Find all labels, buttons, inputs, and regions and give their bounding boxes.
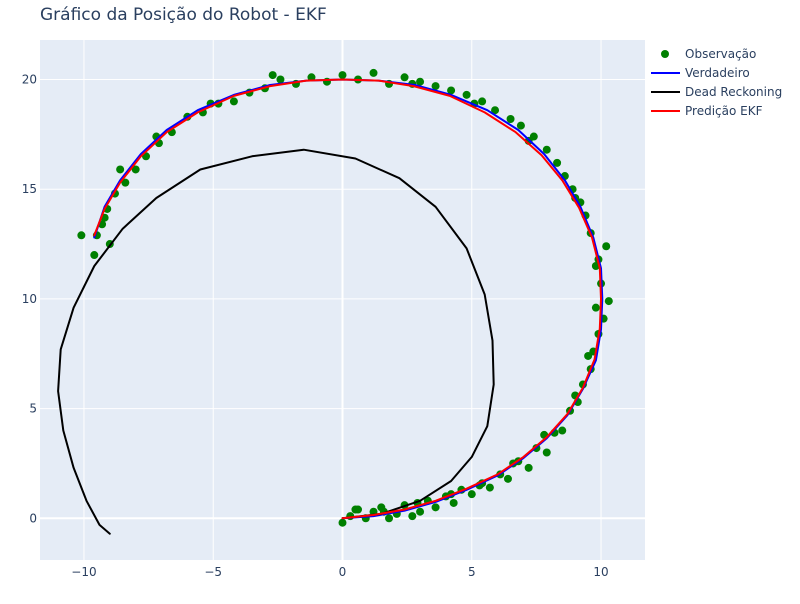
axis-ticks: −10 −5 0 5 10 0 5 10 15 20 — [22, 72, 609, 579]
legend[interactable]: Observação Verdadeiro Dead Reckoning Prediç… — [651, 47, 782, 118]
observation-point — [447, 86, 456, 95]
observation-point — [416, 507, 425, 516]
observation-point — [491, 106, 500, 115]
legend-label: Predição EKF — [685, 104, 763, 118]
series-line-predi-o-ekf — [93, 78, 602, 520]
observation-point — [116, 165, 125, 174]
observation-point — [268, 71, 277, 80]
observation-point — [307, 73, 316, 82]
observation-point — [449, 498, 458, 507]
observation-point — [516, 121, 525, 130]
y-tick-label: 5 — [29, 402, 37, 416]
observation-point — [558, 426, 567, 435]
observation-point — [408, 512, 417, 521]
y-tick-label: 15 — [22, 182, 37, 196]
observation-point — [467, 490, 476, 499]
legend-label: Verdadeiro — [685, 66, 750, 80]
observation-point — [524, 463, 533, 472]
x-tick-label: −5 — [204, 565, 222, 579]
observation-point — [416, 77, 425, 86]
observation-point — [90, 251, 99, 260]
observation-point — [485, 483, 494, 492]
observation-point — [584, 351, 593, 360]
x-tick-label: 5 — [468, 565, 476, 579]
legend-item[interactable]: Dead Reckoning — [651, 85, 782, 99]
observation-point — [338, 518, 347, 527]
observation-point — [478, 97, 487, 106]
legend-item[interactable]: Observação — [661, 47, 756, 61]
legend-label: Observação — [685, 47, 756, 61]
observation-point — [462, 90, 471, 99]
observation-point — [400, 73, 409, 82]
observation-point — [503, 474, 512, 483]
observation-point — [369, 68, 378, 77]
y-tick-label: 10 — [22, 292, 37, 306]
observation-point — [591, 303, 600, 312]
observation-point — [602, 242, 611, 251]
y-tick-label: 0 — [29, 511, 37, 525]
observation-point — [506, 114, 515, 123]
x-tick-label: −10 — [71, 565, 96, 579]
y-tick-label: 20 — [22, 72, 37, 86]
observation-point — [385, 514, 394, 523]
chart-title: Gráfico da Posição do Robot - EKF — [40, 5, 327, 25]
observation-point — [276, 75, 285, 84]
observation-point — [229, 97, 238, 106]
observation-point — [431, 82, 440, 91]
x-tick-label: 0 — [339, 565, 347, 579]
observation-point — [121, 178, 130, 187]
observation-point — [553, 158, 562, 167]
observation-point — [542, 448, 551, 457]
observation-point — [131, 165, 140, 174]
series-line-dead-reckoning — [57, 148, 495, 535]
observation-point — [351, 505, 360, 514]
observation-point — [542, 145, 551, 154]
x-tick-label: 10 — [593, 565, 608, 579]
legend-marker — [661, 50, 669, 58]
series-layer — [57, 68, 613, 535]
legend-item[interactable]: Verdadeiro — [651, 66, 750, 80]
observation-point — [604, 297, 613, 306]
observation-point — [338, 71, 347, 80]
legend-label: Dead Reckoning — [685, 85, 782, 99]
legend-item[interactable]: Predição EKF — [651, 104, 763, 118]
observation-point — [431, 503, 440, 512]
observation-point — [77, 231, 86, 240]
